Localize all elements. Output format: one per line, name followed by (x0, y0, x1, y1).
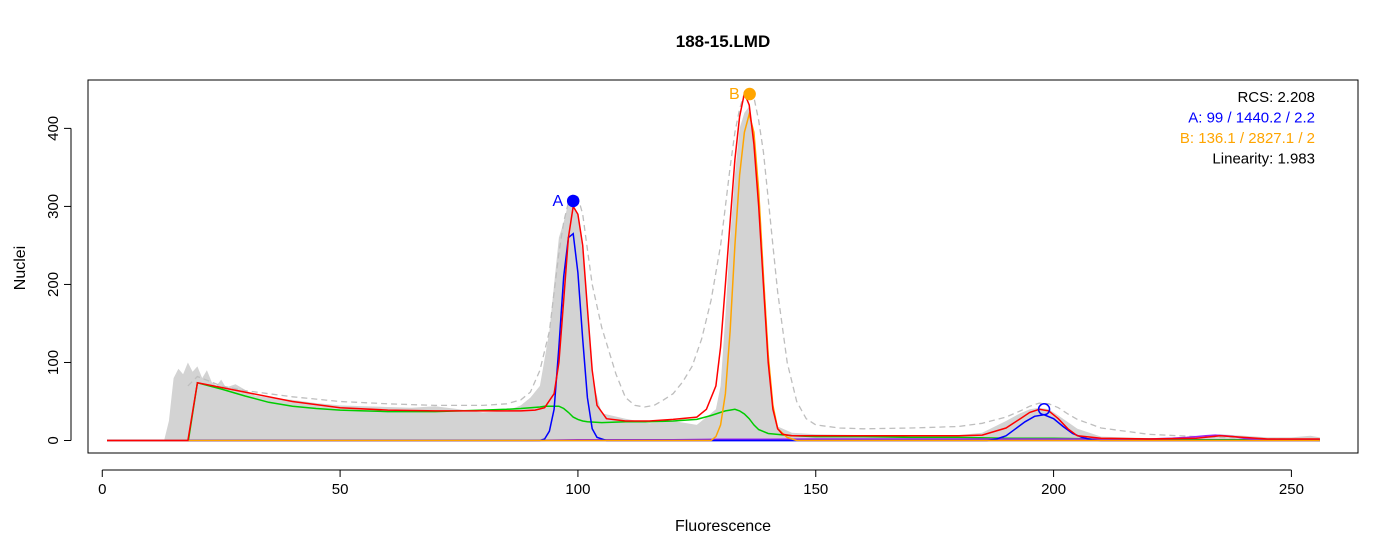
histogram-area (164, 106, 1320, 441)
x-tick-label: 200 (1041, 481, 1066, 498)
y-axis-label: Nuclei (12, 246, 29, 290)
y-tick-label: 300 (45, 194, 62, 219)
peak-label-b: B (729, 86, 740, 103)
series-line-debris (187, 381, 1320, 442)
axes: 0 50 100 150 200 250 0 100 200 300 400 (45, 116, 1304, 498)
y-tick-label: 0 (45, 436, 62, 444)
x-axis-label: Fluorescence (675, 518, 771, 535)
legend: RCS: 2.208 A: 99 / 1440.2 / 2.2 B: 136.1 /… (1180, 89, 1315, 168)
series-line-fit (107, 90, 1320, 442)
x-tick-label: 150 (803, 481, 828, 498)
peak-marker-b (743, 87, 756, 101)
x-tick-label: 50 (332, 481, 349, 498)
peak-label-a: A (552, 193, 563, 210)
peak-marker-g2 (1037, 403, 1051, 416)
legend-line: RCS: 2.208 (1237, 89, 1315, 106)
plot-frame (87, 79, 1359, 454)
y-tick-label: 200 (45, 272, 62, 297)
legend-line: B: 136.1 / 2827.1 / 2 (1180, 130, 1315, 147)
x-tick-label: 250 (1279, 481, 1304, 498)
legend-line: A: 99 / 1440.2 / 2.2 (1188, 110, 1315, 127)
plot-area: AB (107, 86, 1320, 442)
y-tick-label: 100 (45, 350, 62, 375)
y-tick-label: 400 (45, 116, 62, 141)
chart-title: 188-15.LMD (676, 32, 770, 51)
peak-marker-a (566, 194, 580, 208)
x-tick-label: 0 (98, 481, 106, 498)
series-line-peak-a (107, 232, 1320, 442)
legend-line: Linearity: 1.983 (1212, 151, 1315, 168)
series-line-initial-model (187, 90, 1320, 440)
x-tick-label: 100 (565, 481, 590, 498)
